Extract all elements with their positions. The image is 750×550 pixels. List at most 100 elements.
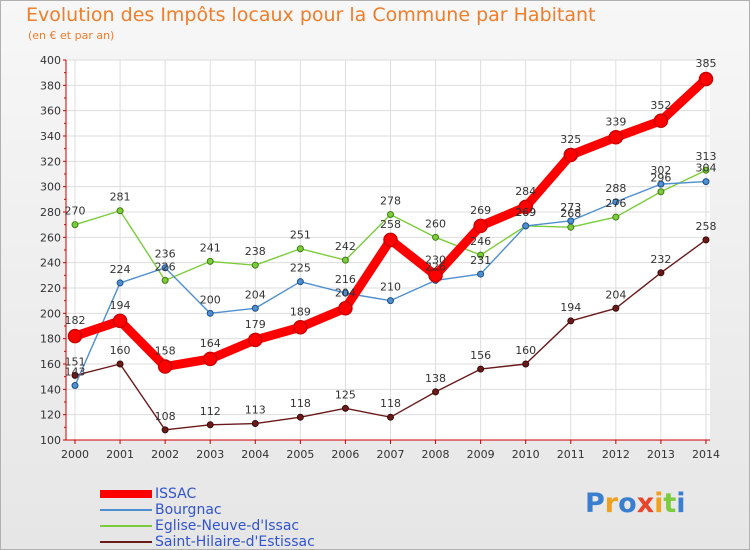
data-point-saint-hilaire-d-estissac [206,421,214,429]
data-point-bourgnac [567,217,575,225]
y-tick-label: 340 [40,130,61,143]
data-point-eglise-neuve-d-issac [71,221,79,229]
data-label-bourgnac: 216 [335,273,356,286]
data-point-bourgnac [206,309,214,317]
legend-swatch [100,490,152,498]
data-point-issac [518,199,533,215]
y-tick-label: 240 [40,257,61,270]
logo-letter: i [654,488,664,519]
data-label-issac: 385 [695,57,716,70]
data-point-eglise-neuve-d-issac [116,207,124,215]
data-label-eglise-neuve-d-issac: 268 [560,207,581,220]
data-label-saint-hilaire-d-estissac: 125 [335,388,356,401]
series-lines [67,71,714,434]
x-tick-label: 2000 [61,448,89,461]
data-label-issac: 182 [65,314,86,327]
legend-label: Eglise-Neuve-d'Issac [155,518,300,534]
data-label-eglise-neuve-d-issac: 238 [245,245,266,258]
x-tick-label: 2008 [422,448,450,461]
data-point-eglise-neuve-d-issac [567,223,575,231]
data-point-saint-hilaire-d-estissac [296,413,304,421]
data-point-issac [338,301,353,316]
data-label-saint-hilaire-d-estissac: 138 [425,372,446,385]
data-point-saint-hilaire-d-estissac [702,236,710,244]
chart-title: Evolution des Impôts locaux pour la Comm… [26,4,596,26]
x-tick-label: 2002 [151,448,179,461]
data-point-saint-hilaire-d-estissac [386,413,394,421]
data-label-issac: 352 [650,99,671,112]
data-label-saint-hilaire-d-estissac: 194 [560,301,581,314]
data-point-issac [293,320,308,335]
data-point-bourgnac [657,180,665,188]
data-label-saint-hilaire-d-estissac: 108 [155,410,176,423]
data-label-eglise-neuve-d-issac: 226 [155,260,176,273]
y-tick-label: 300 [40,181,61,194]
logo-letter: i [676,488,686,519]
data-point-issac [202,351,218,367]
x-tick-label: 2007 [376,448,404,461]
data-point-bourgnac [612,198,620,206]
y-tick-label: 200 [40,307,61,320]
y-tick-labels: 100 120 140 160 180 200 220 240 260 280 300 320 340 3… [40,54,61,447]
y-tick-label: 400 [40,54,61,67]
data-label-bourgnac: 226 [425,260,446,273]
data-label-eglise-neuve-d-issac: 246 [470,235,491,248]
data-label-saint-hilaire-d-estissac: 156 [470,349,491,362]
data-point-eglise-neuve-d-issac [206,257,214,265]
chart-subtitle: (en € et par an) [28,29,115,42]
y-tick-label: 100 [40,434,61,447]
data-label-eglise-neuve-d-issac: 241 [200,241,221,254]
data-point-bourgnac [341,289,349,297]
x-tick-label: 2004 [241,448,269,461]
data-point-eglise-neuve-d-issac [251,261,259,269]
data-label-eglise-neuve-d-issac: 242 [335,240,356,253]
data-point-eglise-neuve-d-issac [432,233,440,241]
data-label-bourgnac: 273 [560,201,581,214]
data-label-issac: 189 [290,305,311,318]
data-point-bourgnac [477,270,485,278]
legend-swatch [100,541,152,543]
data-label-bourgnac: 200 [200,293,221,306]
data-point-saint-hilaire-d-estissac [71,371,79,379]
x-tick-labels: 2000 2001 2002 2003 2004 2005 2006 2007 2008 2009… [61,448,720,461]
data-point-saint-hilaire-d-estissac [341,404,349,412]
data-point-saint-hilaire-d-estissac [251,420,259,428]
legend-label: Bourgnac [155,502,222,518]
data-label-bourgnac: 224 [110,263,131,276]
data-label-bourgnac: 204 [245,288,266,301]
data-label-issac: 164 [200,337,221,350]
data-label-eglise-neuve-d-issac: 270 [65,205,86,218]
data-point-issac [157,359,173,374]
data-point-bourgnac [116,279,124,287]
logo-letter: x [636,488,655,519]
logo-letter: t [663,488,677,519]
data-label-bourgnac: 236 [155,248,176,261]
data-label-saint-hilaire-d-estissac: 118 [380,397,401,410]
x-tick-label: 2011 [557,448,585,461]
data-point-bourgnac [161,264,169,272]
data-point-bourgnac [522,222,530,230]
y-tick-label: 120 [40,409,61,422]
x-tick-label: 2012 [602,448,630,461]
y-tick-label: 220 [40,282,61,295]
data-point-bourgnac [251,304,259,312]
line-chart: 100 120 140 160 180 200 220 240 260 280 300 320 340 3… [40,54,720,461]
data-label-eglise-neuve-d-issac: 278 [380,195,401,208]
data-point-bourgnac [702,178,710,186]
x-tick-label: 2003 [196,448,224,461]
data-point-bourgnac [386,297,394,305]
data-point-bourgnac [71,382,79,390]
y-tick-label: 180 [40,333,61,346]
data-label-issac: 179 [245,318,266,331]
data-label-saint-hilaire-d-estissac: 112 [200,405,221,418]
data-label-eglise-neuve-d-issac: 269 [515,206,536,219]
data-point-saint-hilaire-d-estissac [477,365,485,373]
data-label-issac: 204 [335,286,356,299]
data-label-saint-hilaire-d-estissac: 113 [245,404,266,417]
data-point-eglise-neuve-d-issac [161,276,169,284]
legend-label: Saint-Hilaire-d'Estissac [155,534,315,550]
data-point-issac [653,113,669,129]
data-point-issac [428,268,443,283]
data-labels: 182 194 158 164 179 189 204 258 230 269 284 325 339 3… [65,57,717,423]
data-label-issac: 325 [560,133,581,146]
